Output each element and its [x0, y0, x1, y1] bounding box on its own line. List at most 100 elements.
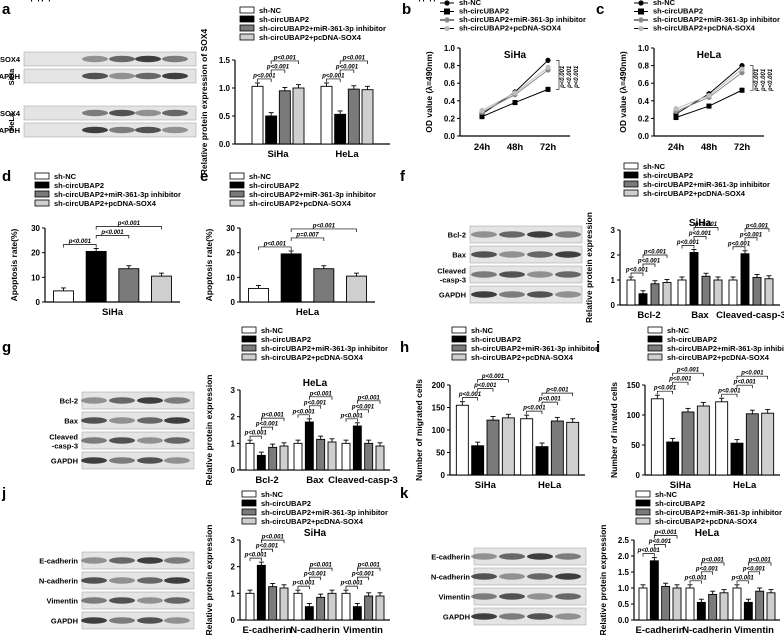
sig-bracket [642, 254, 668, 258]
blot-band [499, 553, 525, 560]
legend-swatch [623, 180, 639, 188]
y-axis-title: OD value (λ=490nm) [618, 51, 628, 133]
bar [535, 446, 549, 476]
blot-band [137, 617, 163, 624]
y-tick-label: 1.0 [219, 84, 231, 93]
bar [327, 441, 337, 471]
bar [501, 417, 515, 476]
blot-sign: + [148, 0, 153, 2]
legend-entry: sh-circUBAP2+miR-361-3p inhibitor [261, 508, 388, 517]
sig-bracket [693, 227, 719, 231]
y-tick-label: 0.0 [444, 132, 456, 141]
legend-swatch [623, 162, 639, 170]
panel-label: c [596, 1, 604, 18]
y-tick-label: 1 [231, 589, 236, 598]
bar [361, 89, 374, 145]
blot-protein-label: -casp-3 [440, 276, 466, 285]
p-value-label: p<0.001 [255, 422, 279, 428]
y-tick-label: 0 [231, 466, 236, 475]
sig-bracket [736, 384, 753, 389]
y-tick-label: 2 [231, 563, 236, 572]
blot-sign: + [566, 0, 571, 2]
sig-bracket [297, 414, 310, 418]
y-tick-label: 2 [231, 413, 236, 422]
blot-sign: - [174, 0, 177, 2]
y-tick-label: 0.4 [638, 97, 650, 106]
blot-sign: - [567, 0, 570, 2]
y-tick-label: 1.5 [219, 56, 231, 65]
blot-sign: - [94, 0, 97, 2]
blot-band [109, 109, 135, 117]
blot-band [81, 437, 107, 444]
legend-entry: sh-circUBAP2+pcDNA-SOX4 [655, 517, 758, 526]
data-point [512, 90, 518, 96]
sig-bracket [630, 272, 644, 276]
blot-sign: - [121, 0, 124, 2]
data-point [512, 100, 518, 106]
bar [268, 586, 278, 621]
bar [304, 421, 314, 471]
bar [764, 278, 774, 306]
sig-bracket [257, 78, 272, 82]
legend-entry: sh-circUBAP2+miR-361-3p inhibitor [643, 180, 770, 189]
sig-bracket [249, 557, 262, 562]
blot-sign: + [175, 0, 180, 2]
blot-band [162, 72, 188, 80]
blot-condition-label: miR-361-3p inhibitor [393, 0, 466, 2]
blot-sign: - [147, 0, 150, 2]
blot-protein-label: Cleaved [49, 433, 78, 442]
legend-swatch [229, 181, 245, 189]
blot-band [164, 577, 190, 584]
p-value-label: p<0.001 [342, 55, 366, 61]
sig-bracket [356, 567, 381, 572]
blot-band [137, 597, 163, 604]
sig-bracket [63, 244, 97, 248]
sig-bracket [345, 418, 358, 422]
p-value-label: p<0.001 [676, 368, 700, 374]
blot-band [137, 417, 163, 424]
blot-band [499, 613, 525, 620]
blot-band [109, 55, 135, 63]
legend-swatch [635, 508, 651, 516]
legend-entry: sh-NC [261, 490, 284, 499]
blot-band [164, 617, 190, 624]
legend-entry: sh-circUBAP2+pcDNA-SOX4 [261, 517, 364, 526]
legend-swatch [241, 335, 257, 343]
blot-band [555, 291, 581, 298]
sig-bracket [95, 226, 162, 230]
sig-bracket [747, 571, 761, 575]
blot-band [555, 593, 581, 600]
legend-swatch [34, 172, 50, 180]
y-tick-label: 1.0 [444, 44, 456, 53]
legend-marker [444, 25, 450, 32]
sig-bracket [260, 548, 274, 553]
sig-bracket [290, 237, 325, 241]
category-label: Bcl-2 [637, 310, 660, 321]
blot-band [471, 251, 497, 258]
blot-protein-label: Vimentin [46, 597, 78, 606]
bar [304, 606, 314, 621]
blot-sign: + [566, 0, 571, 2]
sig-bracket [461, 397, 479, 401]
y-tick-label: 100 [432, 426, 446, 435]
blot-sign: - [539, 0, 542, 2]
sig-bracket [541, 401, 558, 406]
sig-bracket [270, 69, 286, 73]
legend-swatch [239, 33, 255, 41]
y-tick-label: 0.6 [444, 79, 456, 88]
legend-entry: sh-circUBAP2 [667, 335, 717, 344]
bar [327, 592, 337, 621]
bar [740, 253, 750, 306]
sig-bracket [290, 228, 357, 232]
bar [755, 590, 765, 621]
blot-sign: - [539, 0, 542, 2]
blot-sign: - [511, 0, 514, 2]
blot-band [81, 397, 107, 404]
sig-bracket [356, 576, 370, 581]
blot-sign: - [511, 0, 514, 2]
legend-entry: sh-circUBAP2+pcDNA-SOX4 [653, 24, 756, 33]
legend-entry: sh-circUBAP2+miR-361-3p inhibitor [249, 190, 376, 199]
y-axis-title: Number of migrated cells [414, 379, 424, 481]
sig-bracket [477, 379, 509, 383]
sig-bracket [270, 60, 299, 64]
